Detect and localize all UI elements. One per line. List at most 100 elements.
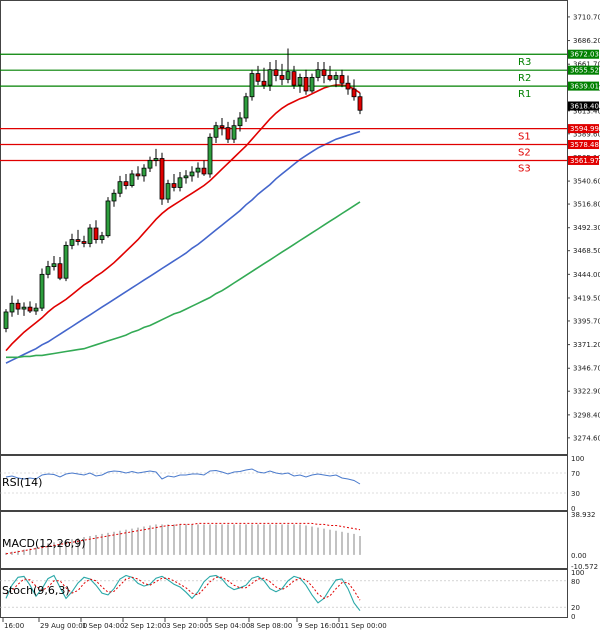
y-axis: 3710.703686.203661.703637.203613.403589.…: [567, 13, 600, 442]
rsi-axis-label: 70: [571, 470, 580, 478]
ma-line-fast: [5, 84, 361, 352]
level-tag-bg: [568, 49, 599, 59]
level-tag-s3: 3561.97: [570, 157, 599, 165]
pivot-levels: R3 3672.03 R2 3655.52 R1 3639.01 S1 3594.99 S2 35…: [0, 49, 599, 174]
y-tick-label: 3492.30: [573, 224, 600, 232]
candle-body: [51, 263, 57, 268]
candle-body: [303, 77, 309, 92]
y-tick-label: 3419.50: [573, 294, 600, 302]
ma-line-slow: [6, 201, 361, 359]
candle-body: [285, 71, 291, 80]
rsi-axis-label: 30: [571, 490, 580, 498]
candle-body: [153, 158, 159, 161]
main-pane-frame: [0, 0, 568, 455]
level-tag-r2: 3655.52: [570, 67, 599, 75]
x-tick-label: 5 Sep 04:00: [208, 622, 250, 630]
current-price-tag-bg: [568, 101, 599, 111]
rsi-label: RSI(14): [2, 476, 42, 489]
level-name-s3: S3: [518, 163, 531, 174]
candle-body: [243, 96, 249, 119]
candle-body: [225, 127, 231, 140]
candle-body: [267, 69, 273, 86]
candle-body: [249, 73, 255, 98]
candle-body: [279, 75, 285, 80]
y-tick-label: 3589.60: [573, 130, 600, 138]
candle-body: [63, 244, 69, 279]
candle-body: [9, 302, 15, 313]
candle-body: [321, 69, 327, 76]
y-tick-label: 3710.70: [573, 13, 600, 21]
y-tick-label: 3395.70: [573, 317, 600, 325]
candle-body: [141, 167, 147, 177]
y-tick-label: 3686.20: [573, 37, 600, 45]
candle-body: [291, 71, 297, 86]
candle-body: [165, 183, 171, 200]
candle-body: [33, 307, 39, 312]
stoch-axis-label: 20: [571, 604, 580, 612]
y-tick-label: 3661.70: [573, 61, 600, 69]
level-name-s2: S2: [518, 148, 531, 159]
candle-body: [99, 235, 105, 240]
candle-body: [237, 117, 243, 127]
candle-body: [333, 75, 339, 80]
candle-body: [231, 125, 237, 140]
x-tick-label: 3 Sep 20:00: [166, 622, 208, 630]
candle-body: [123, 181, 129, 186]
stoch-label: Stoch(9,6,3): [2, 584, 70, 597]
candle-body: [39, 273, 45, 309]
candle-body: [201, 167, 207, 175]
candle-body: [93, 227, 99, 240]
y-tick-label: 3322.90: [573, 388, 600, 396]
y-tick-label: 3371.20: [573, 341, 600, 349]
y-tick-label: 3298.40: [573, 411, 600, 419]
current-price-tag: 3618.40: [570, 102, 599, 110]
candle-body: [75, 239, 81, 242]
candle-body: [105, 200, 111, 237]
candle-body: [213, 125, 219, 138]
candle-body: [183, 175, 189, 179]
x-tick-label: 8 Sep 08:00: [250, 622, 292, 630]
x-tick-label: 2 Sep 12:00: [124, 622, 166, 630]
stoch-signal-line: [5, 576, 361, 601]
x-tick-label: 16:00: [4, 622, 24, 630]
level-tag-bg: [568, 65, 599, 75]
candle-body: [261, 80, 267, 86]
candle-body: [69, 239, 75, 246]
stoch-pane-frame: [0, 569, 568, 618]
level-tag-s1: 3594.99: [570, 125, 599, 133]
y-tick-label: 3444.00: [573, 271, 600, 279]
rsi-pane-frame: [0, 455, 568, 511]
level-tag-bg: [568, 124, 599, 134]
ma-line-medium: [5, 130, 361, 364]
candle-body: [255, 73, 261, 82]
macd-axis-label: -10.572: [571, 563, 598, 571]
x-tick-label: 11 Sep 00:00: [340, 622, 387, 630]
candle-body: [135, 173, 141, 177]
candle-body: [345, 82, 351, 90]
candle-body: [351, 88, 357, 98]
macd-pane: 38.932 0.00 -10.572: [5, 511, 598, 571]
rsi-axis-label: 0: [571, 505, 575, 513]
level-tag-bg: [568, 155, 599, 165]
rsi-line: [5, 468, 361, 485]
rsi-pane: 100 70 30 0: [0, 455, 584, 513]
moving-averages: [5, 84, 361, 364]
rsi-axis-label: 100: [571, 455, 584, 463]
stoch-main-line: [5, 574, 361, 612]
candle-body: [3, 311, 9, 329]
level-name-s1: S1: [518, 132, 531, 143]
y-tick-label: 3274.60: [573, 434, 600, 442]
y-tick-label: 3613.40: [573, 107, 600, 115]
candle-body: [111, 192, 117, 202]
level-tag-bg: [568, 81, 599, 91]
level-name-r3: R3: [518, 57, 531, 68]
candle-body: [177, 177, 183, 188]
level-tag-bg: [568, 140, 599, 150]
x-tick-label: 9 Sep 16:00: [298, 622, 340, 630]
candle-body: [27, 306, 33, 312]
stoch-axis-label: 0: [571, 613, 575, 621]
candle-body: [357, 96, 363, 111]
level-tag-r3: 3672.03: [570, 51, 599, 59]
